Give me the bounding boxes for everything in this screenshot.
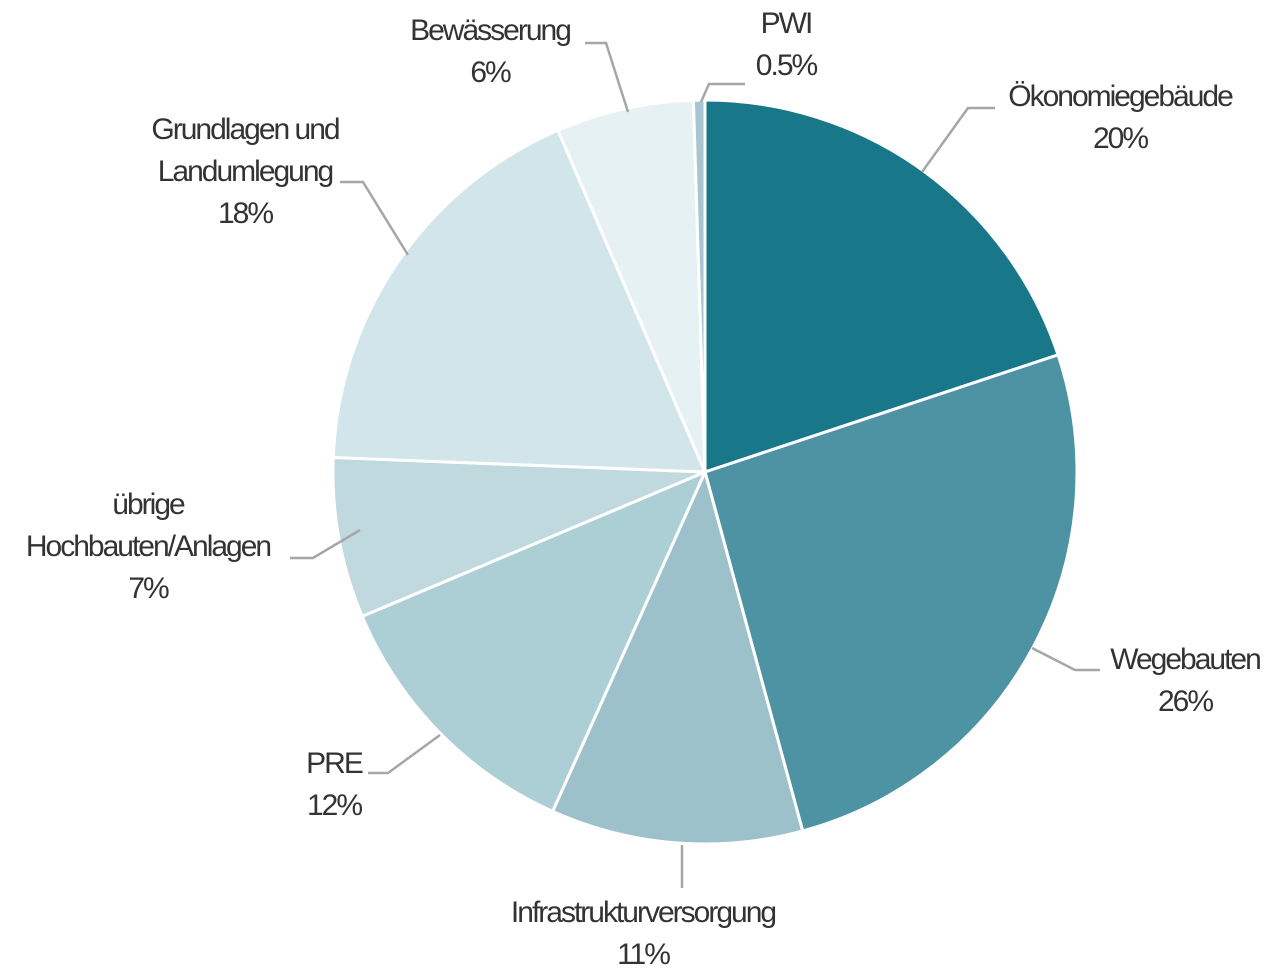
category-label: Grundlagen und Landumlegung <box>151 113 340 188</box>
category-label: Wegebauten <box>1110 643 1262 676</box>
slices <box>331 98 1079 846</box>
slice-label: Ökonomiegebäude 20% <box>970 76 1270 160</box>
value-label: 12% <box>306 789 363 822</box>
leader-line <box>585 41 630 113</box>
value-label: 11% <box>617 938 671 970</box>
value-label: 18% <box>217 197 274 230</box>
slice-label: Bewässerung 6% <box>380 10 600 94</box>
leader-line <box>920 106 995 173</box>
category-label: Infrastrukturversorgung <box>510 896 777 929</box>
value-label: 6% <box>470 56 511 89</box>
slice-label: Wegebauten 26% <box>1075 639 1272 723</box>
slice-label: PRE 12% <box>274 743 394 827</box>
pie-slice <box>550 467 805 846</box>
category-label: Ökonomiegebäude <box>1008 80 1234 113</box>
value-label: 7% <box>128 572 169 605</box>
category-label: PRE <box>306 747 364 780</box>
pie-slice <box>331 128 708 474</box>
leader-line <box>340 180 410 256</box>
category-label: PWI <box>760 7 814 40</box>
category-label: Bewässerung <box>410 14 572 47</box>
pie-slice <box>331 455 706 619</box>
slice-label: PWI 0.5% <box>726 3 846 87</box>
value-label: 26% <box>1157 685 1214 718</box>
category-label: übrige Hochbauten/Anlagen <box>25 488 272 563</box>
slice-label: Infrastrukturversorgung 11% <box>463 892 823 970</box>
pie-slice <box>691 98 707 473</box>
leader-line <box>368 733 441 775</box>
leader-line <box>1031 646 1100 672</box>
leader-lines <box>290 41 1100 888</box>
pie-slice <box>555 98 707 473</box>
leader-line <box>290 528 361 560</box>
value-label: 20% <box>1092 122 1149 155</box>
leader-line <box>699 82 745 103</box>
pie-slice <box>360 469 708 814</box>
slice-label: übrige Hochbauten/Anlagen 7% <box>8 484 288 610</box>
slice-label: Grundlagen und Landumlegung 18% <box>115 109 375 235</box>
value-label: 0.5% <box>755 49 818 82</box>
